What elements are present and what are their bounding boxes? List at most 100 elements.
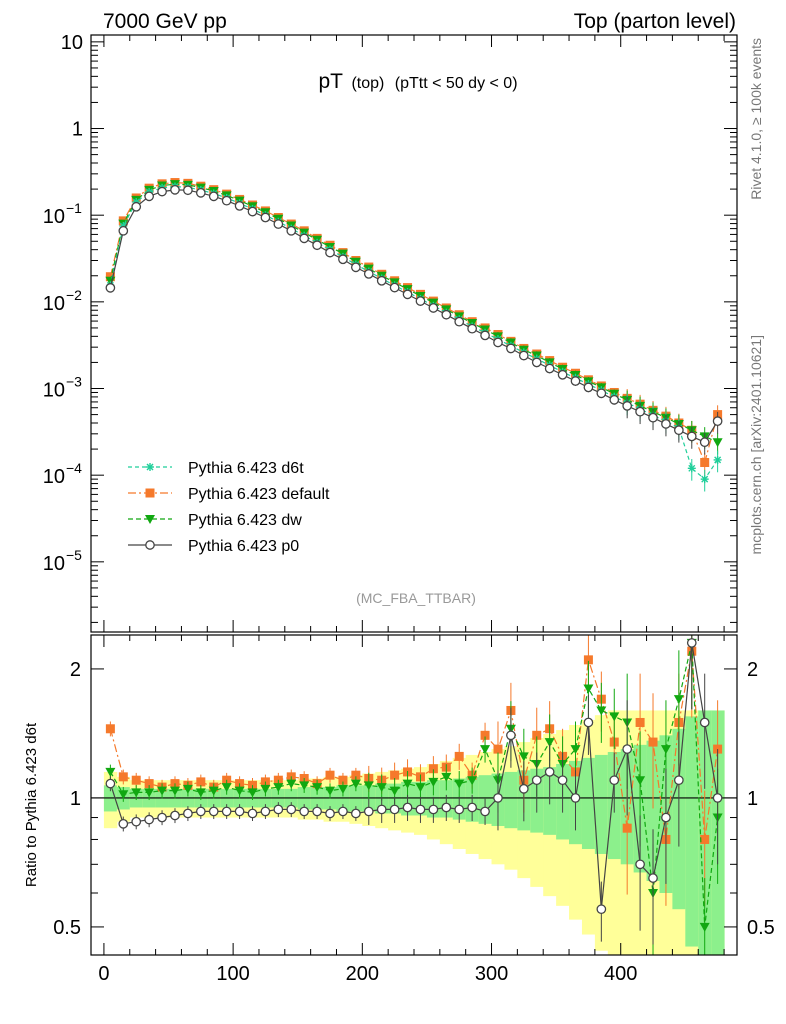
marker-p0 [118,225,129,236]
marker-dw [350,779,361,789]
marker-p0 [325,247,335,258]
legend-marker-default [145,488,155,498]
marker-p0 [699,717,710,728]
marker-p0 [131,201,142,212]
marker-p0 [506,343,516,354]
marker-d6t [713,455,722,464]
marker-p0 [583,717,594,728]
marker-p0 [428,804,439,815]
marker-p0 [312,806,322,817]
marker-dw [389,786,400,796]
marker-p0 [144,814,154,825]
legend-marker-p0 [145,540,155,550]
marker-p0 [596,904,607,915]
marker-p0 [661,812,671,823]
marker-p0 [609,394,620,405]
main-plot: pT (top) (pTtt < 50 dy < 0) (MC_FBA_TTBA… [43,32,738,633]
marker-p0 [467,802,477,813]
marker-p0 [183,185,193,196]
y-tick-label: 10 [43,380,65,402]
legend-label: Pythia 6.423 default [188,486,330,503]
marker-default [118,772,128,782]
marker-p0 [557,775,568,786]
marker-p0 [170,810,180,821]
marker-default [144,779,154,789]
marker-p0 [183,808,193,819]
marker-default [428,764,438,774]
marker-p0 [273,219,284,229]
marker-default [622,823,632,833]
marker-p0 [506,730,516,741]
marker-p0 [635,406,645,417]
marker-p0 [635,859,645,870]
marker-p0 [247,808,258,819]
marker-p0 [544,363,555,374]
marker-p0 [389,282,400,293]
y-tick-exponent: −3 [66,374,82,390]
marker-p0 [557,369,568,380]
y-tick-label: 1 [72,119,83,141]
marker-p0 [157,812,167,823]
marker-default [583,655,593,665]
marker-p0 [299,806,310,817]
x-tick-label: 100 [216,963,249,985]
x-tick-label: 400 [604,963,637,985]
marker-p0 [648,412,658,423]
y-tick-label: 10 [43,293,65,315]
marker-default [325,770,335,780]
marker-p0 [402,289,413,300]
main-series [105,178,723,492]
band-green-bin [685,716,699,947]
marker-default [700,458,710,468]
marker-default [105,724,115,734]
marker-p0 [157,186,167,197]
marker-dw [363,781,374,791]
marker-dw [415,783,426,793]
marker-p0 [338,254,348,265]
marker-p0 [622,401,633,411]
marker-default [480,730,490,740]
marker-dw [480,745,491,755]
marker-p0 [674,425,684,436]
marker-dw [195,788,206,798]
marker-dw [673,695,684,705]
marker-p0 [648,873,658,883]
marker-dw [118,790,129,800]
plot-title: pT (top) (pTtt < 50 dy < 0) [318,70,517,93]
star-arm [688,464,696,472]
marker-p0 [493,337,503,348]
marker-p0 [376,275,387,286]
marker-d6t [687,464,696,473]
star-arm [714,456,722,464]
marker-dw [660,745,671,755]
marker-default [105,272,115,282]
band-green-bin [581,757,596,850]
star-arm [146,463,154,471]
y-tick-exponent: −2 [66,287,82,303]
ratio-y-tick-label-right: 1 [747,788,758,810]
header-right: Top (parton level) [574,10,736,33]
marker-dw [518,752,529,762]
marker-dw [312,783,323,793]
marker-p0 [247,206,258,217]
x-tick-label: 300 [475,963,508,985]
marker-default [351,770,361,780]
marker-dw [260,784,271,794]
ratio-y-tick-label-right: 2 [747,659,758,681]
marker-p0 [531,775,542,786]
header-left: 7000 GeV pp [103,10,227,33]
marker-p0 [415,296,426,306]
ratio-ylabel: Ratio to Pythia 6.423 d6t [23,722,40,887]
marker-p0 [131,816,142,827]
marker-p0 [363,269,374,279]
marker-dw [596,706,607,716]
marker-p0 [518,350,529,361]
marker-p0 [351,808,361,819]
x-ticks [103,35,725,955]
marker-p0 [234,201,245,211]
marker-default [700,834,710,844]
band-green-bin [504,771,518,829]
band-green-bin [646,740,660,881]
marker-dw [234,786,245,796]
